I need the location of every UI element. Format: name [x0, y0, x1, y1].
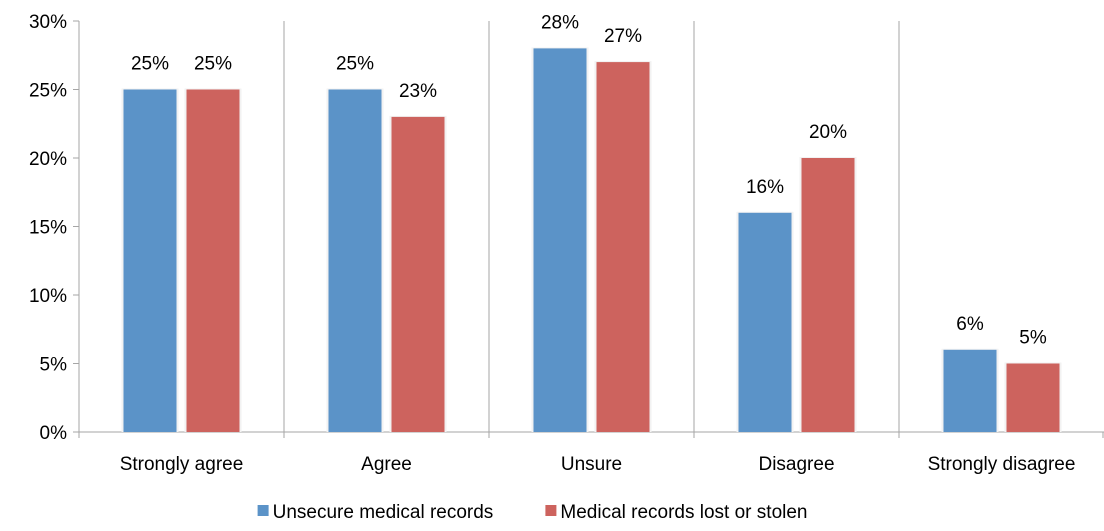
- data-label: 6%: [956, 314, 984, 335]
- legend-swatch: [545, 505, 557, 516]
- data-label: 25%: [336, 54, 374, 75]
- bar: [943, 349, 997, 432]
- data-label: 23%: [399, 81, 437, 102]
- data-label: 20%: [809, 122, 847, 143]
- category-label: Unsure: [561, 454, 622, 475]
- category-label: Strongly disagree: [928, 454, 1076, 475]
- legend-swatch: [257, 505, 269, 516]
- y-tick-label: 25%: [29, 81, 67, 102]
- y-tick-label: 0%: [40, 423, 68, 444]
- data-label: 25%: [131, 54, 169, 75]
- data-label: 5%: [1019, 328, 1047, 349]
- legend-label: Unsecure medical records: [273, 502, 494, 523]
- data-label: 16%: [746, 177, 784, 198]
- bar: [186, 89, 240, 432]
- legend-label: Medical records lost or stolen: [560, 502, 807, 523]
- bar: [596, 62, 650, 432]
- data-label: 25%: [194, 54, 232, 75]
- bar: [533, 48, 587, 433]
- category-label: Disagree: [758, 454, 834, 475]
- data-label: 27%: [604, 26, 642, 47]
- chart-bars: [121, 47, 1062, 433]
- chart-legend: Unsecure medical records Medical records …: [257, 502, 808, 523]
- y-tick-label: 20%: [29, 149, 67, 170]
- bar: [123, 89, 177, 432]
- bar: [801, 158, 855, 432]
- category-label: Strongly agree: [120, 454, 244, 475]
- y-tick-label: 30%: [29, 12, 67, 33]
- bar: [391, 116, 445, 433]
- bar: [738, 212, 792, 432]
- bar: [1006, 363, 1060, 432]
- bar: [328, 89, 382, 432]
- chart-axes: 0% 5% 10% 15% 20% 25% 30%: [29, 12, 1104, 444]
- chart-labels: Strongly agree Agree Unsure Disagree Strongl…: [120, 12, 1076, 475]
- y-tick-label: 5%: [40, 355, 68, 376]
- category-label: Agree: [361, 454, 412, 475]
- y-tick-label: 15%: [29, 218, 67, 239]
- y-tick-label: 10%: [29, 286, 67, 307]
- data-label: 28%: [541, 12, 579, 33]
